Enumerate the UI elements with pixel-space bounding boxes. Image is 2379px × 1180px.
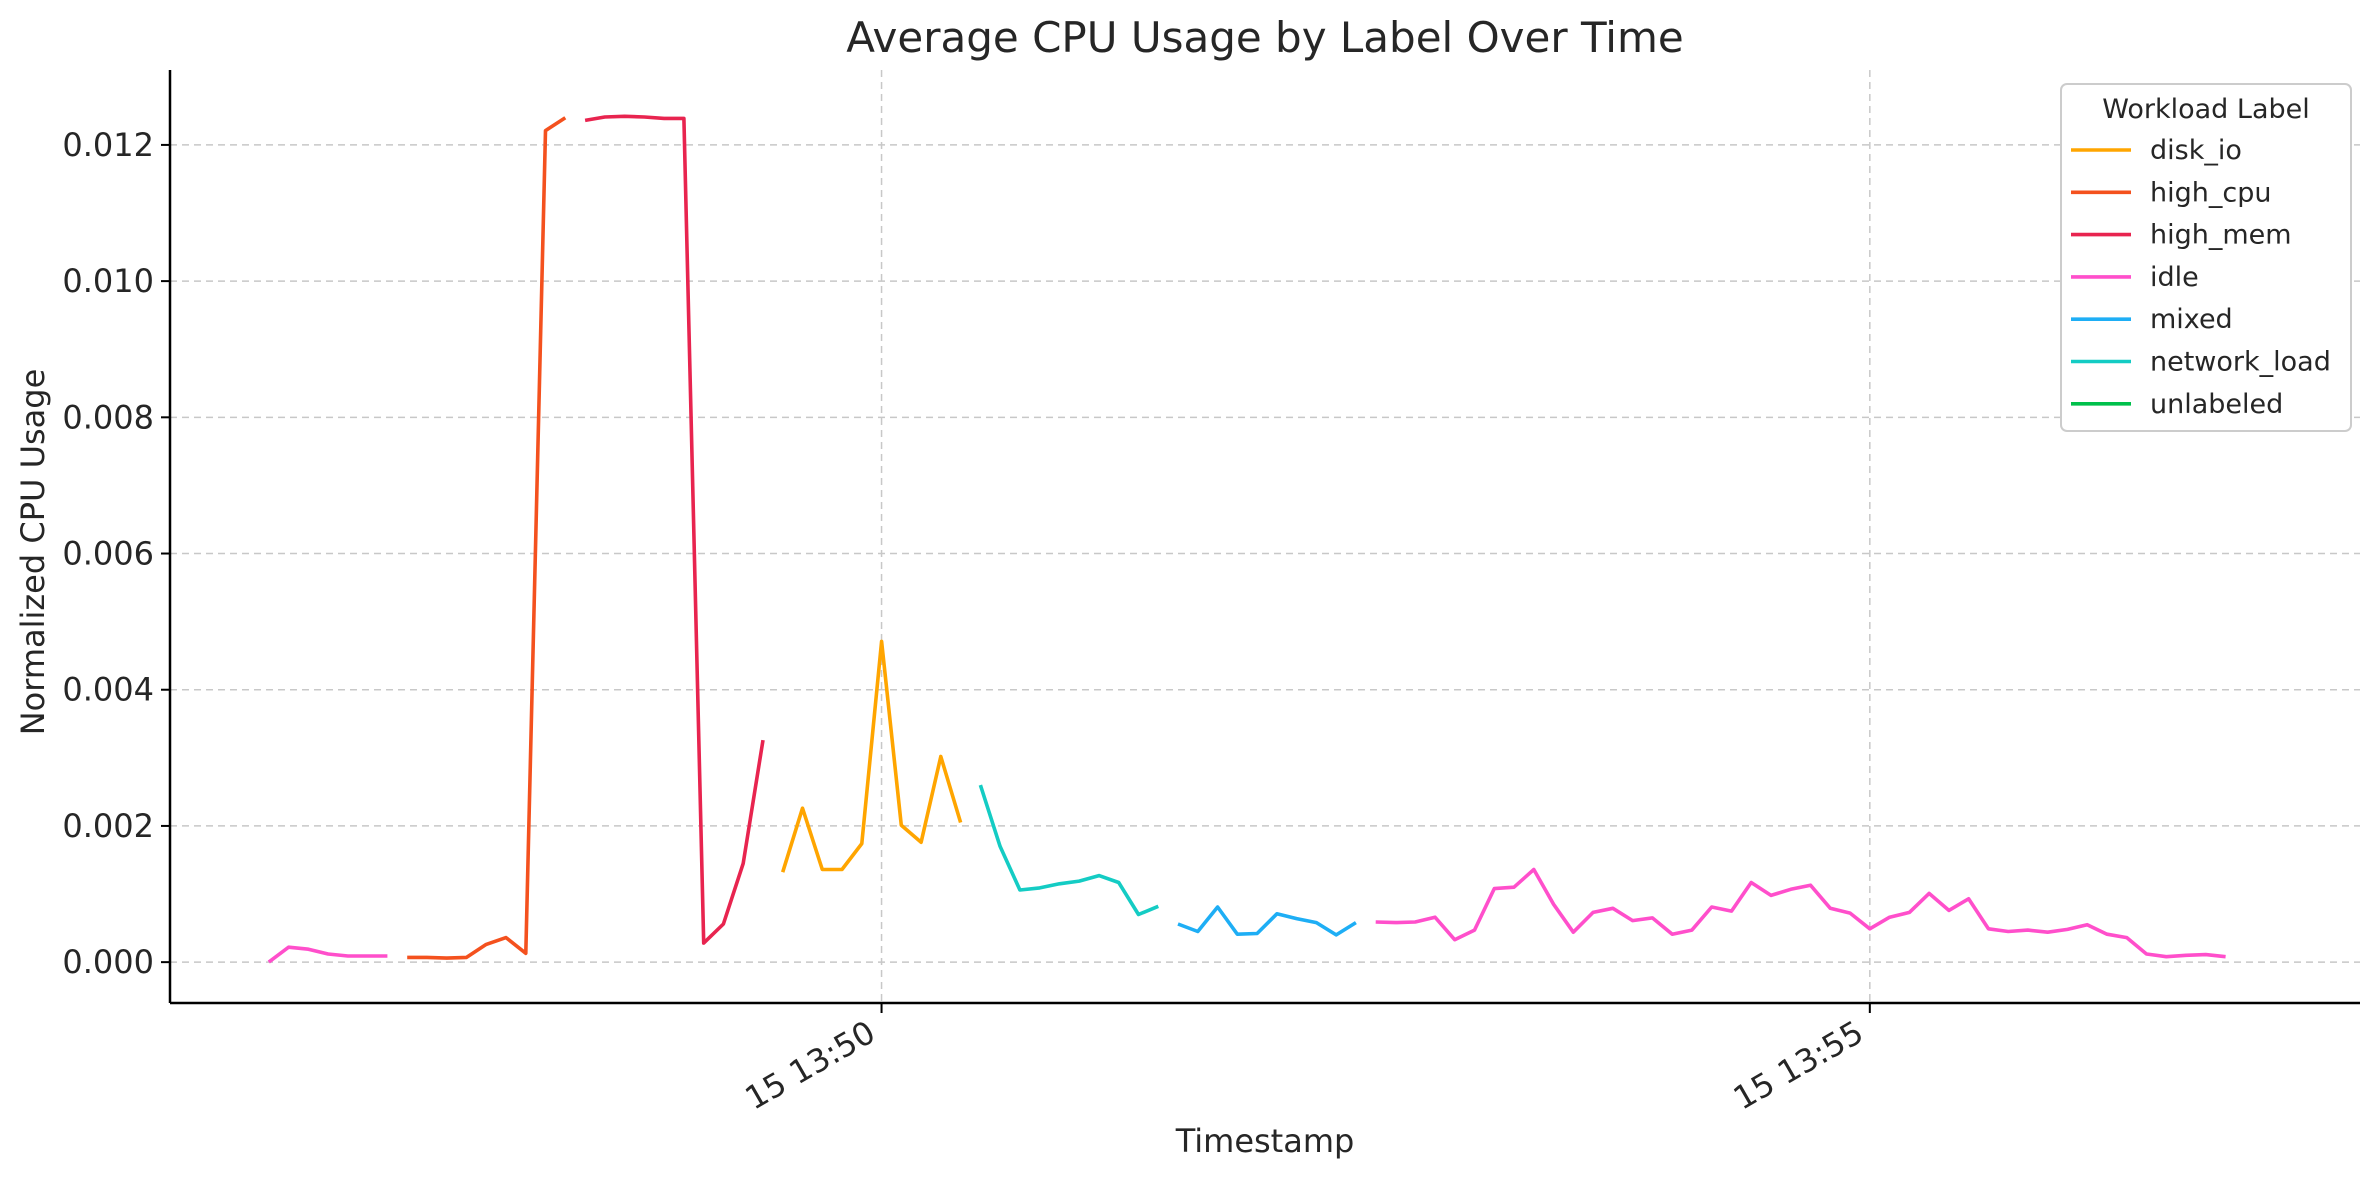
series-line-high_cpu [407,116,567,960]
series-line-idle [267,945,388,964]
y-tick-label: 0.002 [62,807,154,845]
y-tick-label: 0.008 [62,398,154,436]
y-axis-label: Normalized CPU Usage [14,369,52,736]
legend-label-high_mem: high_mem [2150,220,2292,251]
legend-box [2060,83,2352,432]
series-line-network_load [978,784,1159,917]
y-tick-label: 0.010 [62,262,154,300]
legend-title: Workload Label [2102,94,2310,125]
legend-label-unlabeled: unlabeled [2150,389,2283,420]
series-line-high_mem [584,114,765,945]
y-tick-label: 0.000 [62,943,154,981]
chart-title: Average CPU Usage by Label Over Time [846,13,1683,62]
series-line-idle [1375,867,2226,959]
legend-label-disk_io: disk_io [2150,135,2242,166]
legend-label-high_cpu: high_cpu [2150,177,2271,208]
y-tick-label: 0.012 [62,126,154,164]
series-line-disk_io [780,639,963,873]
axes [161,70,2360,1013]
y-tick-label: 0.006 [62,535,154,573]
legend: Workload Label disk_io high_cpu high_memid… [2060,83,2352,432]
legend-label-network_load: network_load [2150,347,2331,378]
x-axis-label: Timestamp [1175,1122,1355,1160]
legend-label-mixed: mixed [2150,304,2233,335]
legend-label-idle: idle [2150,262,2199,293]
y-tick-label: 0.004 [62,671,154,709]
series-line-mixed [1177,905,1357,937]
series-lines [267,114,2226,964]
